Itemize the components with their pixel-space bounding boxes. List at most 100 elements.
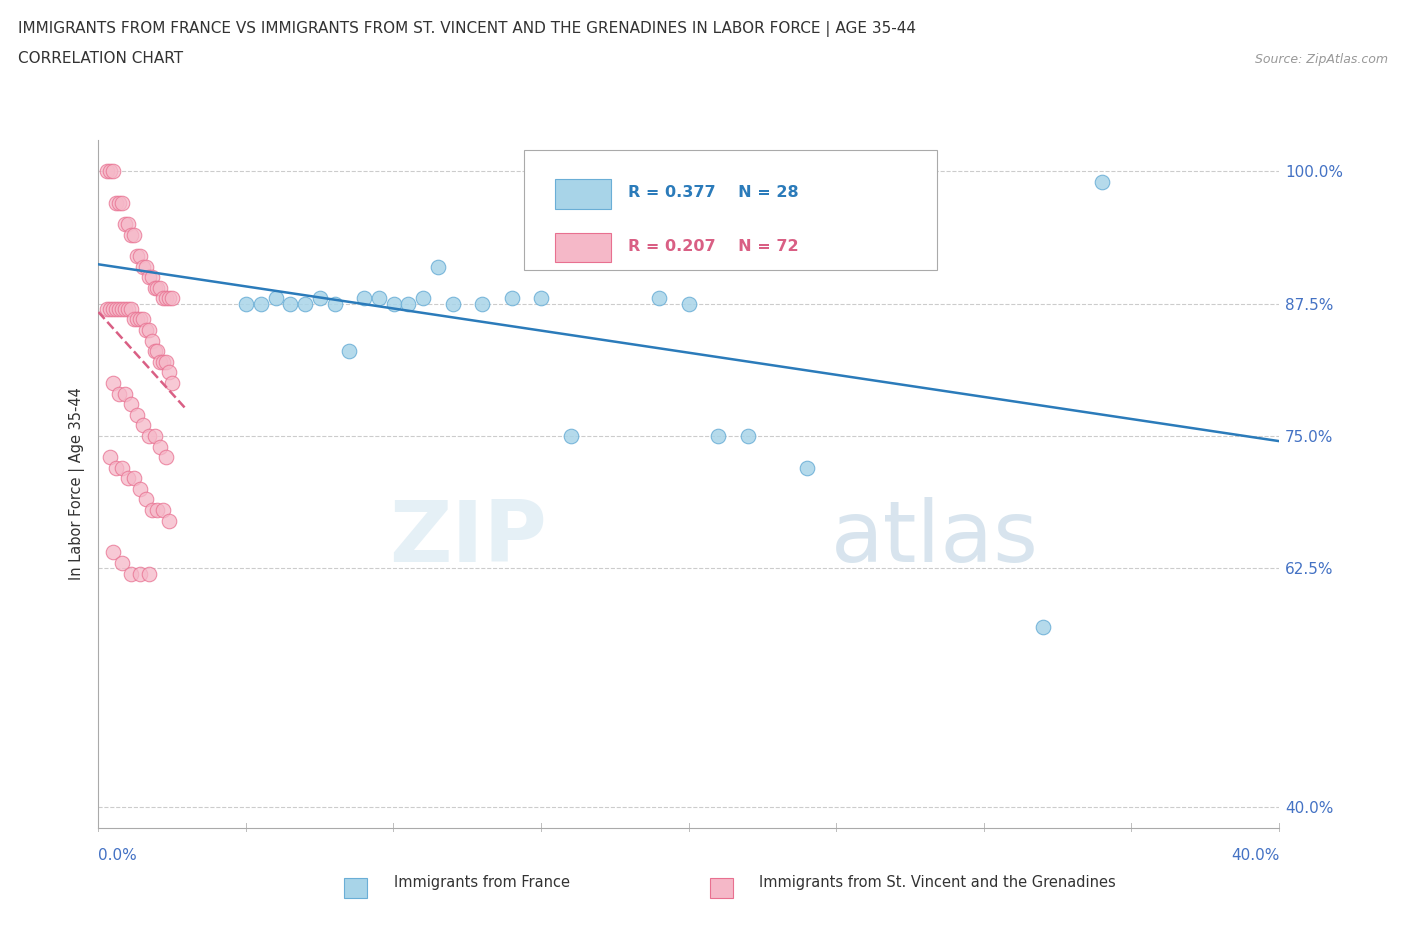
Point (135, 259, 157, 274)
Point (122, 312, 145, 327)
Point (98, 164, 121, 179)
Point (111, 555, 134, 570)
Point (149, 439, 172, 454)
Point (589, 248, 612, 263)
Point (152, 354, 174, 369)
Text: R = 0.207    N = 72: R = 0.207 N = 72 (627, 239, 799, 254)
Text: CORRELATION CHART: CORRELATION CHART (18, 51, 183, 66)
Point (143, 429, 166, 444)
Point (128, 566, 150, 581)
Point (111, 195, 134, 210)
Point (105, 460, 128, 475)
Y-axis label: In Labor Force | Age 35-44: In Labor Force | Age 35-44 (69, 387, 86, 580)
Point (125, 312, 148, 327)
Point (128, 312, 150, 327)
Point (149, 280, 172, 295)
Point (135, 492, 157, 507)
Point (125, 248, 148, 263)
Point (1032, 619, 1054, 634)
Point (162, 376, 183, 391)
Point (155, 354, 177, 369)
Point (108, 386, 131, 401)
Text: |: | (392, 823, 395, 832)
Point (105, 195, 128, 210)
Point (427, 259, 450, 274)
Point (157, 291, 180, 306)
Point (339, 344, 360, 359)
Text: |: | (1278, 823, 1281, 832)
Point (396, 296, 419, 311)
FancyBboxPatch shape (523, 150, 936, 271)
Point (103, 545, 125, 560)
Point (368, 291, 391, 306)
Point (250, 296, 273, 311)
Point (122, 227, 145, 242)
Point (619, 248, 641, 263)
Point (138, 323, 160, 338)
Text: |: | (97, 823, 100, 832)
Point (111, 460, 134, 475)
Point (108, 301, 131, 316)
Point (155, 291, 177, 306)
Point (441, 296, 464, 311)
Point (125, 407, 148, 422)
Point (128, 482, 150, 497)
Text: Immigrants from St. Vincent and the Grenadines: Immigrants from St. Vincent and the Gren… (759, 875, 1116, 890)
Point (117, 471, 139, 485)
Point (796, 460, 818, 475)
Point (117, 217, 139, 232)
Point (294, 296, 316, 311)
Point (117, 301, 139, 316)
Point (132, 312, 155, 327)
Point (707, 429, 730, 444)
Point (132, 259, 155, 274)
Point (103, 301, 125, 316)
Point (128, 248, 150, 263)
Text: |: | (835, 823, 838, 832)
Point (141, 502, 163, 517)
Text: 0.0%: 0.0% (98, 848, 138, 863)
Point (143, 280, 166, 295)
Point (648, 291, 671, 306)
Point (1091, 175, 1114, 190)
Point (737, 429, 759, 444)
Point (143, 344, 166, 359)
Point (530, 291, 553, 306)
Point (96, 164, 118, 179)
Point (132, 418, 155, 432)
Point (141, 270, 163, 285)
Point (103, 376, 125, 391)
Point (157, 513, 180, 528)
Point (560, 429, 582, 444)
Point (122, 471, 145, 485)
FancyBboxPatch shape (555, 179, 612, 208)
Point (278, 296, 302, 311)
Point (120, 566, 142, 581)
Point (264, 291, 287, 306)
Point (114, 217, 136, 232)
Point (152, 502, 174, 517)
Text: 40.0%: 40.0% (1232, 848, 1279, 863)
Text: Immigrants from France: Immigrants from France (394, 875, 569, 890)
Point (235, 296, 257, 311)
Text: |: | (245, 823, 247, 832)
Text: R = 0.377    N = 28: R = 0.377 N = 28 (627, 185, 799, 200)
Text: IMMIGRANTS FROM FRANCE VS IMMIGRANTS FROM ST. VINCENT AND THE GRENADINES IN LABO: IMMIGRANTS FROM FRANCE VS IMMIGRANTS FRO… (18, 20, 917, 36)
Point (412, 291, 434, 306)
Point (135, 323, 157, 338)
Point (146, 280, 169, 295)
Point (382, 296, 405, 311)
Point (98, 450, 121, 465)
Point (138, 270, 160, 285)
Point (141, 333, 163, 348)
Point (152, 291, 174, 306)
Point (155, 450, 177, 465)
Point (501, 291, 523, 306)
Point (323, 296, 346, 311)
Point (138, 566, 160, 581)
Text: |: | (688, 823, 690, 832)
Point (157, 365, 180, 379)
Point (146, 344, 169, 359)
Point (146, 502, 169, 517)
Point (108, 195, 131, 210)
